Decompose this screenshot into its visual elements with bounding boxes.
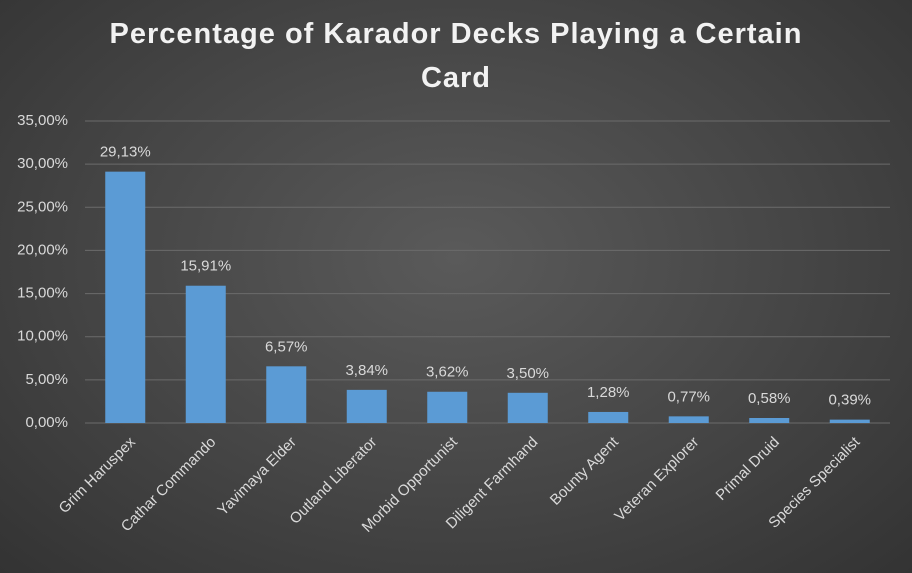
value-label: 0,39% — [828, 392, 871, 409]
value-label: 0,77% — [667, 388, 710, 405]
bar — [105, 171, 146, 423]
y-tick-label: 30,00% — [17, 155, 68, 172]
x-tick-label: Veteran Explorer — [611, 434, 702, 525]
x-tick-label: Bounty Agent — [547, 433, 623, 509]
bar — [749, 417, 790, 423]
x-tick-label: Primal Druid — [713, 434, 783, 504]
bar — [427, 391, 468, 423]
y-tick-label: 25,00% — [17, 198, 68, 215]
bar — [668, 416, 709, 423]
value-label: 3,62% — [426, 364, 469, 381]
value-label: 0,58% — [748, 390, 791, 407]
x-tick-label: Outland Liberator — [286, 434, 380, 528]
x-tick-label: Yavimaya Elder — [214, 434, 300, 520]
y-tick-label: 35,00% — [17, 112, 68, 129]
value-label: 1,28% — [587, 384, 630, 401]
value-label: 3,50% — [506, 365, 549, 382]
value-label: 3,84% — [345, 362, 388, 379]
bar — [507, 392, 548, 423]
value-label: 29,13% — [100, 144, 151, 161]
bar — [346, 389, 387, 423]
x-tick-label: Grim Haruspex — [56, 433, 140, 517]
y-tick-label: 20,00% — [17, 241, 68, 258]
value-label: 15,91% — [180, 258, 231, 275]
y-tick-label: 0,00% — [25, 414, 68, 431]
chart-title: Percentage of Karador Decks Playing a Ce… — [109, 18, 803, 94]
value-label: 6,57% — [265, 338, 308, 355]
y-tick-label: 10,00% — [17, 328, 68, 345]
y-tick-label: 15,00% — [17, 285, 68, 302]
bar — [829, 419, 870, 423]
bar — [588, 411, 629, 423]
bar — [266, 366, 307, 423]
y-tick-label: 5,00% — [25, 371, 68, 388]
bar — [185, 285, 226, 423]
